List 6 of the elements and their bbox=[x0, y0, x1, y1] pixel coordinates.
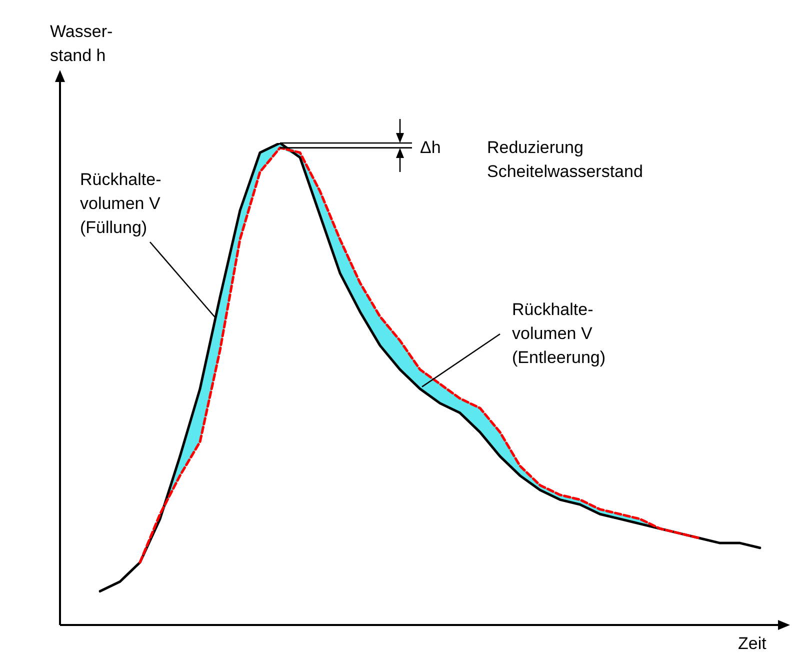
annotation: Reduzierung Scheitelwasserstand bbox=[487, 137, 643, 183]
x-axis-title: Zeit bbox=[738, 633, 766, 655]
annotation: Rückhalte- volumen V (Entleerung) bbox=[512, 299, 606, 369]
y-axis-title: Wasser- stand h bbox=[50, 21, 113, 67]
annotation: Δh bbox=[420, 137, 441, 159]
annotation: Rückhalte- volumen V (Füllung) bbox=[80, 169, 162, 239]
